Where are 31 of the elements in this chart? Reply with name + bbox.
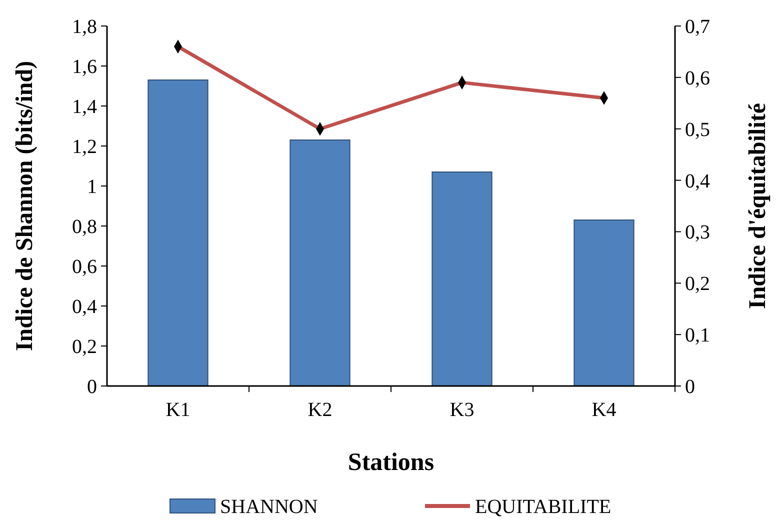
y-tick-label: 0,8 bbox=[72, 216, 97, 238]
bar bbox=[574, 220, 634, 386]
y-tick-label: 0,6 bbox=[72, 256, 97, 278]
y2-axis-title: Indice d'équitabilité bbox=[745, 102, 771, 310]
y-tick-label: 0,2 bbox=[72, 336, 97, 358]
y-axis-title: Indice de Shannon (bits/ind) bbox=[12, 60, 38, 352]
bar bbox=[290, 140, 350, 386]
y2-tick-label: 0,7 bbox=[685, 16, 710, 38]
y-tick-label: 1,2 bbox=[72, 136, 97, 158]
y2-tick-label: 0,5 bbox=[685, 118, 710, 141]
y2-tick-label: 0,3 bbox=[685, 222, 710, 244]
y-tick-label: 1,4 bbox=[72, 96, 97, 118]
x-tick-label: K1 bbox=[166, 399, 190, 421]
y2-tick-label: 0,2 bbox=[685, 273, 710, 296]
y2-tick-label: 0,1 bbox=[685, 324, 710, 347]
x-tick-label: K3 bbox=[450, 399, 474, 421]
y2-tick-label: 0 bbox=[685, 376, 695, 398]
legend-label: SHANNON bbox=[220, 496, 318, 518]
x-tick-label: K2 bbox=[308, 399, 332, 421]
bar bbox=[148, 80, 208, 386]
y-tick-label: 1,6 bbox=[72, 56, 97, 78]
bar bbox=[432, 172, 492, 386]
x-axis-title: Stations bbox=[348, 449, 434, 476]
y2-tick-label: 0,4 bbox=[685, 170, 710, 192]
y-tick-label: 1 bbox=[87, 176, 97, 198]
y-tick-label: 0 bbox=[87, 376, 97, 398]
x-tick-label: K4 bbox=[592, 399, 616, 421]
legend-label: EQUITABILITE bbox=[475, 496, 612, 518]
y2-tick-label: 0,6 bbox=[685, 67, 710, 90]
y-tick-label: 0,4 bbox=[72, 296, 97, 318]
y-tick-label: 1,8 bbox=[72, 16, 97, 38]
